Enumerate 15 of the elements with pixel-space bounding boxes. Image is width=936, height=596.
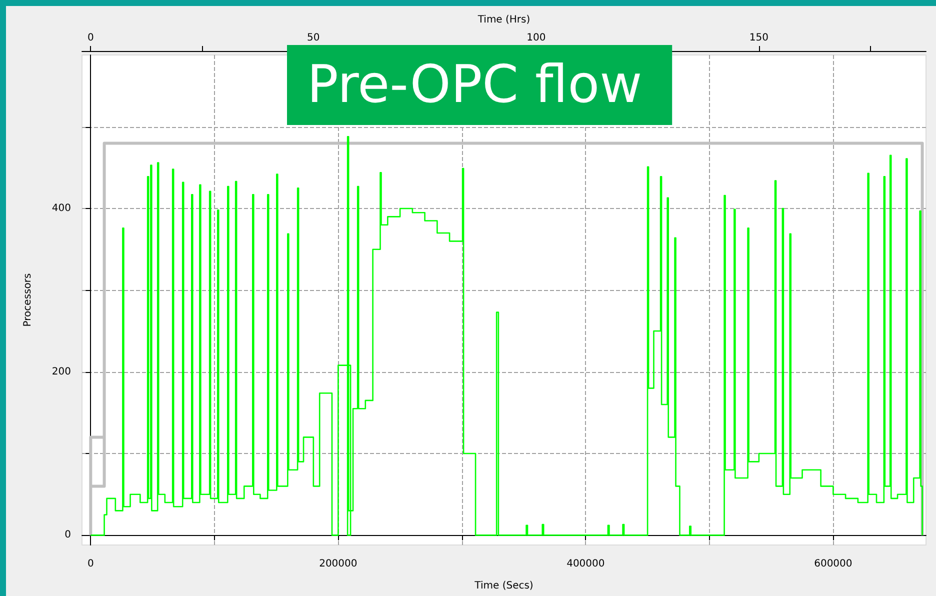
y-tick-label: 400 [52,203,71,214]
x2-tick-label: 50 [307,32,320,44]
chart-title: Pre-OPC flow [307,55,642,115]
x2-tick-label: 100 [526,32,546,44]
x-tick-label: 400000 [566,558,605,570]
x-axis-title: Time (Secs) [474,580,534,592]
x2-axis-title: Time (Hrs) [476,14,530,26]
x-tick-label: 600000 [814,558,852,570]
x-tick-label: 200000 [319,558,358,570]
y-axis-title: Processors [22,273,34,327]
x2-tick-label: 150 [749,32,768,44]
y-tick-label: 0 [64,530,71,541]
y-tick-label: 200 [52,366,71,378]
x2-tick-label: 0 [87,32,94,44]
x-tick-label: 0 [87,558,94,570]
